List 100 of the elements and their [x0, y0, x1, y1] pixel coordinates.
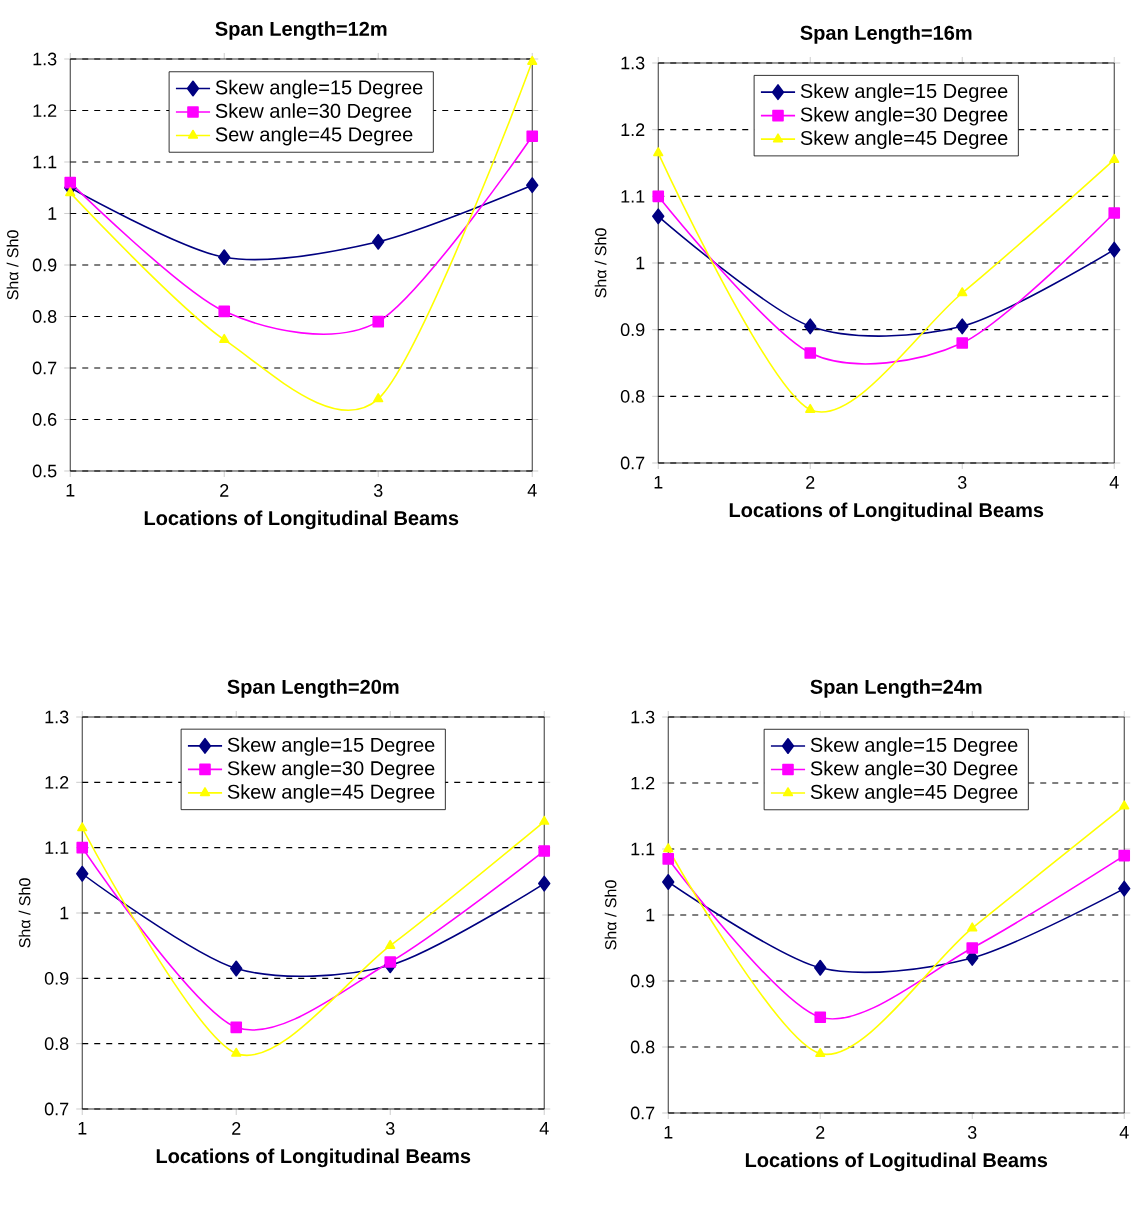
point: [229, 960, 243, 977]
point: [805, 403, 816, 413]
point: [1119, 800, 1130, 810]
point: [815, 1047, 826, 1057]
point: [384, 956, 396, 968]
point: [372, 393, 384, 403]
x-tick-label: 3: [967, 1126, 977, 1139]
point: [538, 815, 550, 825]
point: [956, 337, 968, 349]
y-axis-title: Shα / Sh0: [604, 880, 617, 950]
point: [230, 1047, 242, 1057]
point: [537, 875, 551, 892]
legend-label: Skew angle=15 Degree: [800, 83, 1008, 103]
y-tick-label: 1.3: [621, 56, 645, 70]
chart-title: Span Length=12m: [215, 21, 387, 40]
point: [538, 845, 550, 857]
x-tick-label: 1: [78, 1122, 87, 1135]
point: [1118, 849, 1130, 862]
point: [385, 939, 396, 949]
point: [813, 959, 827, 976]
chart-title: Span Length=24m: [810, 679, 982, 698]
y-tick-label: 1.1: [33, 155, 57, 169]
point: [218, 305, 230, 318]
y-tick-label: 1.3: [33, 52, 57, 66]
x-tick-label: 4: [1119, 1126, 1129, 1139]
x-tick-label: 2: [816, 1126, 825, 1139]
y-tick-label: 1: [646, 908, 655, 922]
point: [1107, 241, 1121, 258]
point: [957, 287, 968, 297]
legend-label: Skew angle=15 Degree: [810, 737, 1018, 756]
y-tick-label: 1: [60, 906, 69, 920]
y-tick-label: 1.2: [631, 776, 655, 790]
legend-label: Skew anle=30 Degree: [215, 103, 412, 122]
x-tick-label: 4: [527, 484, 537, 497]
y-tick-label: 0.8: [32, 310, 57, 323]
y-tick-label: 0.8: [44, 1037, 69, 1051]
y-tick-label: 1: [48, 207, 57, 220]
point: [803, 318, 817, 335]
legend-label: Skew angle=45 Degree: [810, 784, 1018, 803]
y-tick-label: 0.9: [620, 323, 645, 337]
point: [372, 315, 384, 328]
legend-label: Skew angle=45 Degree: [800, 130, 1008, 150]
x-tick-label: 1: [654, 476, 663, 489]
point: [525, 177, 539, 194]
point: [1117, 880, 1131, 897]
point: [371, 233, 385, 250]
y-tick-label: 1.1: [621, 190, 645, 203]
point: [804, 347, 816, 359]
y-tick-label: 0.9: [32, 258, 57, 272]
x-axis-title: Locations of Longitudinal Beams: [156, 1148, 471, 1168]
point: [77, 822, 88, 832]
y-tick-label: 0.8: [630, 1040, 655, 1054]
legend-label: Skew angle=15 Degree: [227, 737, 435, 756]
x-axis-title: Locations of Longitudinal Beams: [144, 510, 459, 530]
point: [661, 874, 675, 890]
point: [662, 853, 674, 865]
legend-label: Skew angle=30 Degree: [810, 760, 1018, 780]
x-tick-label: 4: [1109, 476, 1119, 489]
x-tick-label: 2: [232, 1122, 241, 1135]
point: [1108, 153, 1120, 163]
point: [967, 922, 978, 932]
y-axis-title: Shα / Sh0: [18, 878, 31, 948]
y-tick-label: 0.7: [32, 361, 57, 375]
point: [1108, 207, 1120, 219]
point: [814, 1011, 826, 1024]
y-tick-label: 1.2: [45, 776, 69, 789]
point: [955, 318, 969, 335]
point: [217, 249, 231, 266]
legend-label: Skew angle=30 Degree: [227, 760, 435, 780]
y-tick-label: 0.7: [44, 1102, 69, 1116]
legend-label: Skew angle=45 Degree: [227, 784, 435, 803]
y-tick-label: 0.5: [32, 464, 57, 478]
y-tick-label: 0.8: [620, 389, 645, 403]
x-tick-label: 3: [957, 476, 967, 489]
y-tick-label: 0.9: [630, 974, 655, 988]
x-tick-label: 3: [373, 484, 383, 497]
chart-title: Span Length=16m: [800, 25, 972, 44]
y-tick-label: 0.7: [620, 456, 645, 470]
legend-label: Sew angle=45 Degree: [215, 126, 413, 146]
point: [219, 333, 230, 343]
x-tick-label: 3: [385, 1122, 395, 1135]
y-tick-label: 1.2: [621, 123, 645, 136]
point: [230, 1021, 242, 1034]
x-axis-title: Locations of Longitudinal Beams: [729, 502, 1044, 522]
y-axis-title: Shα / Sh0: [6, 230, 19, 300]
y-tick-label: 1.1: [45, 841, 69, 854]
point: [966, 942, 978, 954]
legend-label: Skew angle=15 Degree: [215, 79, 423, 99]
x-tick-label: 1: [664, 1126, 673, 1139]
point: [651, 208, 665, 225]
y-tick-label: 1.3: [45, 710, 69, 724]
point: [653, 147, 664, 157]
y-tick-label: 0.6: [32, 413, 57, 426]
point: [652, 190, 664, 203]
point: [64, 187, 76, 197]
y-tick-label: 1.1: [631, 842, 655, 856]
x-tick-label: 2: [806, 476, 815, 489]
y-tick-label: 0.9: [44, 971, 69, 985]
point: [663, 843, 674, 853]
y-axis-title: Shα / Sh0: [594, 228, 607, 298]
